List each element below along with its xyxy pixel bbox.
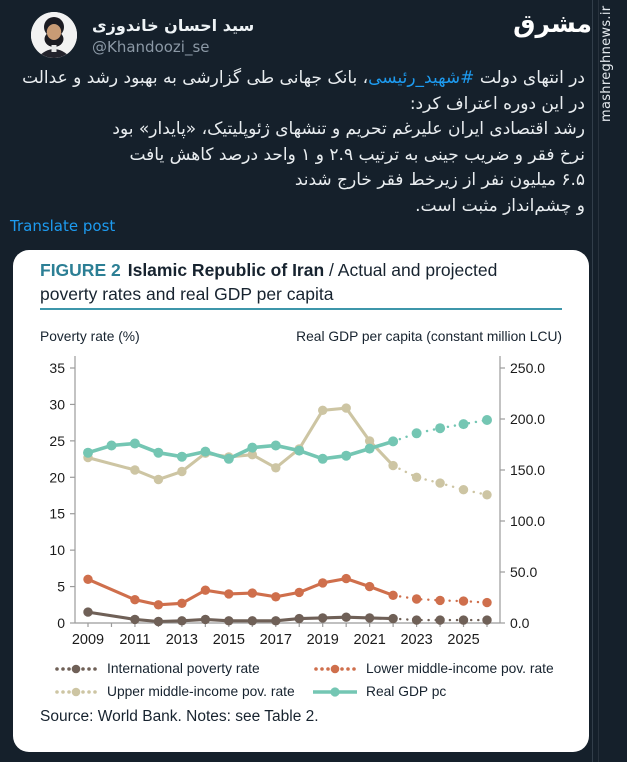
right-axis-tick-label: 150.0 xyxy=(510,462,545,478)
translate-post-link[interactable]: Translate post xyxy=(10,217,116,235)
tweet-paragraph-5: و چشم‌انداز مثبت است. xyxy=(415,195,585,216)
legend-item-lower-middle-income-pov-rate: Lower middle-income pov. rate xyxy=(312,657,554,680)
title-divider-rule xyxy=(40,308,562,310)
legend-item-real-gdp-pc: Real GDP pc xyxy=(312,680,446,703)
x-axis-tick-label: 2023 xyxy=(400,632,432,648)
dotted-marker-icon xyxy=(314,664,356,673)
axes xyxy=(70,356,505,627)
x-axis-tick-label: 2009 xyxy=(72,632,104,648)
series-lower-middle-income-pov-rate xyxy=(83,573,492,610)
x-axis-tick-label: 2013 xyxy=(166,632,198,648)
source-note: Source: World Bank. Notes: see Table 2. xyxy=(40,708,319,725)
right-axis-tick-label: 100.0 xyxy=(510,513,545,529)
chart-legend: International poverty rate Lower middle-i… xyxy=(53,657,573,703)
legend-label: Lower middle-income pov. rate xyxy=(366,661,554,676)
line-marker-icon xyxy=(313,686,357,697)
left-axis-title: Poverty rate (%) xyxy=(40,329,140,344)
axis-titles-row: Poverty rate (%) Real GDP per capita (co… xyxy=(40,329,562,344)
legend-label: International poverty rate xyxy=(107,661,260,676)
tweet-paragraph-4: ۶.۵ میلیون نفر از زیرخط فقر خارج شدند xyxy=(294,170,585,190)
hashtag-link[interactable]: #شهید_رئیسی xyxy=(368,68,475,88)
dotted-marker-icon xyxy=(55,664,97,673)
x-axis-tick-label: 2017 xyxy=(260,632,292,648)
x-axis-tick-label: 2011 xyxy=(119,632,150,648)
tweet-paragraph-2: رشد اقتصادی ایران علیرغم تحریم و تنشهای … xyxy=(112,119,585,139)
legend-item-upper-middle-income-pov-rate: Upper middle-income pov. rate xyxy=(53,680,312,703)
avatar[interactable] xyxy=(31,12,77,58)
x-axis-tick-label: 2019 xyxy=(307,632,339,648)
left-axis-tick-label: 35 xyxy=(49,360,65,376)
left-axis-tick-label: 25 xyxy=(49,433,65,449)
series-international-poverty-rate xyxy=(83,607,492,627)
legend-label: Upper middle-income pov. rate xyxy=(107,684,295,699)
figure-number-label: FIGURE 2 xyxy=(40,260,121,280)
left-axis-tick-label: 5 xyxy=(57,579,65,595)
author-handle[interactable]: @Khandoozi_se xyxy=(92,38,210,56)
dotted-marker-icon xyxy=(55,687,97,696)
series-upper-middle-income-pov-rate xyxy=(83,403,492,500)
x-axis-tick-label: 2015 xyxy=(213,632,245,648)
right-axis-tick-label: 200.0 xyxy=(510,411,545,427)
left-axis-tick-label: 20 xyxy=(49,469,65,485)
right-axis-tick-label: 0.0 xyxy=(510,615,530,631)
x-axis-tick-label: 2021 xyxy=(354,632,386,648)
watermark-divider xyxy=(598,0,599,762)
left-axis-tick-label: 0 xyxy=(57,615,65,631)
legend-item-international-poverty-rate: International poverty rate xyxy=(53,657,312,680)
figure-title: FIGURE 2 Islamic Republic of Iran / Actua… xyxy=(40,258,580,306)
mashregh-logo: مشرق xyxy=(513,9,592,38)
watermark-site-text: mashreghnews.ir xyxy=(599,5,614,122)
tweet-text-segment: در انتهای دولت xyxy=(474,68,585,88)
figure-title-rest: / Actual and projected xyxy=(324,260,498,280)
legend-label: Real GDP pc xyxy=(366,684,447,699)
tweet-text-segment: ، بانک جهانی طی گزارشی به بهبود رشد و عد… xyxy=(22,68,585,114)
figure-title-country: Islamic Republic of Iran xyxy=(127,260,325,280)
poverty-gdp-chart: 051015202530350.050.0100.0150.0200.0250.… xyxy=(49,356,545,648)
watermark-divider xyxy=(592,0,593,762)
tweet-paragraph-3: نرخ فقر و ضریب جینی به ترتیب ۲.۹ و ۱ واح… xyxy=(129,144,585,165)
x-axis-tick-label: 2025 xyxy=(447,632,479,648)
left-axis-tick-label: 15 xyxy=(49,506,65,522)
right-axis-tick-label: 250.0 xyxy=(510,360,545,376)
avatar-portrait-icon xyxy=(31,12,77,58)
tweet-text: در انتهای دولت #شهید_رئیسی، بانک جهانی ط… xyxy=(8,66,585,219)
figure-card: FIGURE 2 Islamic Republic of Iran / Actua… xyxy=(13,250,589,752)
tweet-paragraph-1: در انتهای دولت #شهید_رئیسی، بانک جهانی ط… xyxy=(8,66,585,117)
right-axis-tick-label: 50.0 xyxy=(510,564,537,580)
series-real-gdp-pc xyxy=(83,415,492,464)
chart-plot-area: 0 5 10 15 20 25 30 35 0.0 50.0 100.0 150.0 200.0 250.… xyxy=(13,345,589,658)
left-axis-tick-label: 10 xyxy=(49,542,65,558)
right-axis-title: Real GDP per capita (constant million LC… xyxy=(296,329,562,344)
figure-title-line2: poverty rates and real GDP per capita xyxy=(40,284,334,304)
author-name[interactable]: سید احسان خاندوزی xyxy=(92,16,255,35)
left-axis-tick-label: 30 xyxy=(49,396,65,412)
